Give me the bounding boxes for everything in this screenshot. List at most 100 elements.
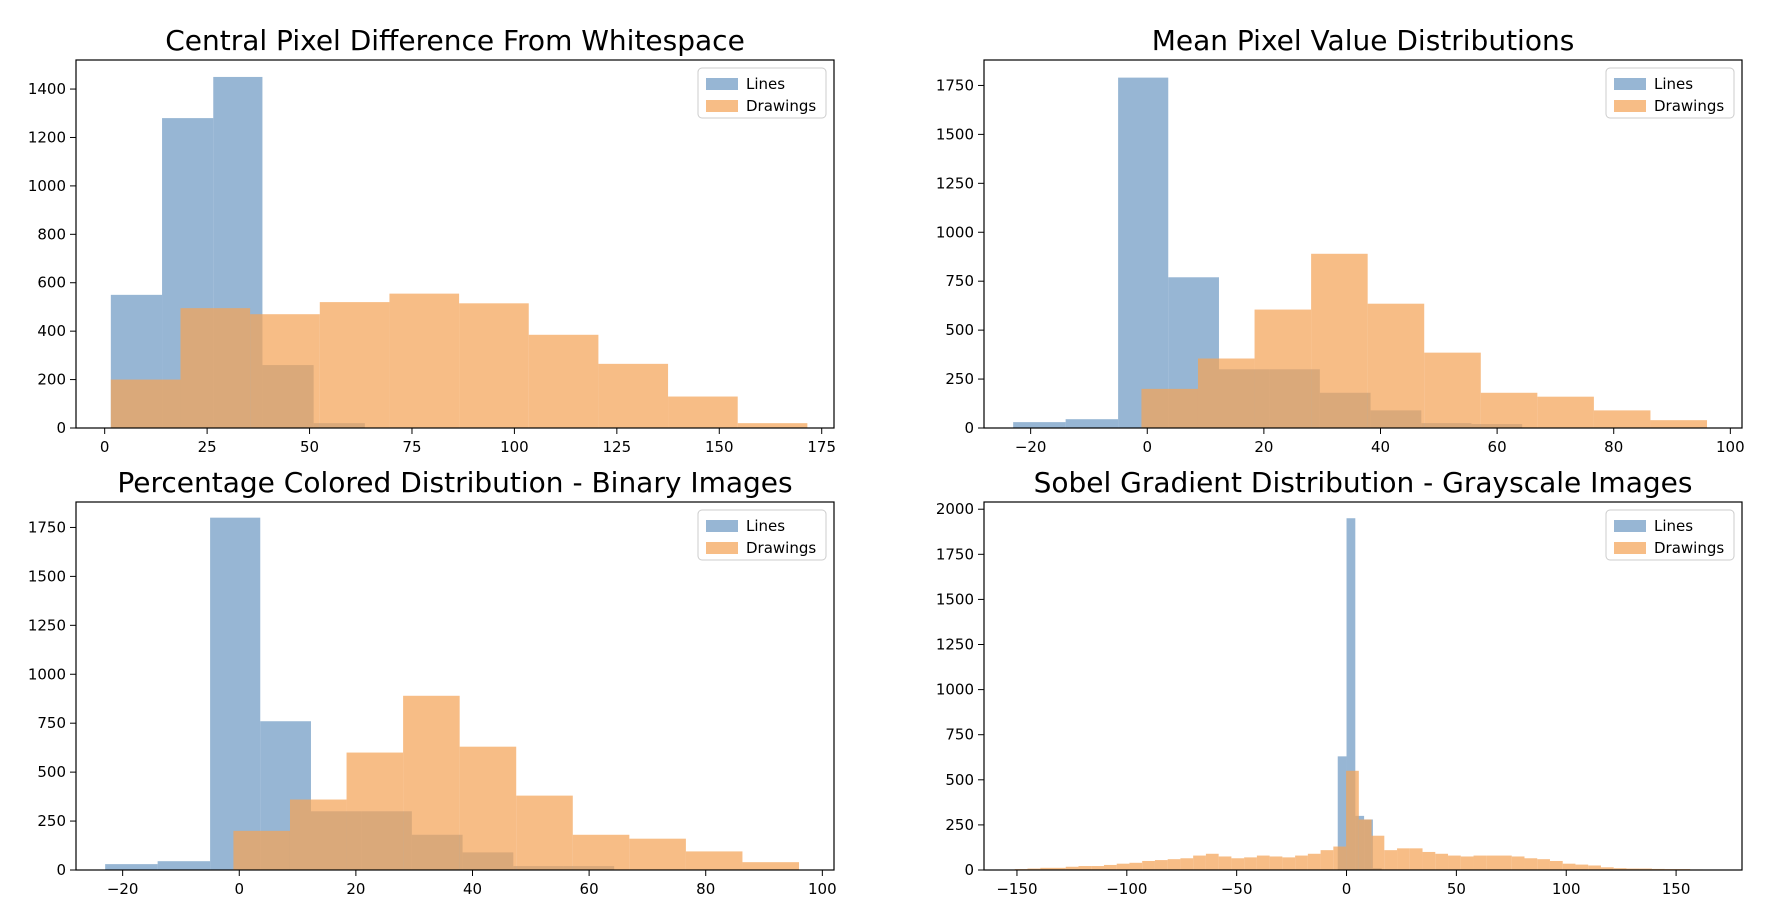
bar-drawings	[1282, 857, 1296, 870]
y-tick-label: 500	[37, 763, 66, 781]
y-tick-label: 800	[37, 225, 66, 243]
legend-label-drawings: Drawings	[1654, 539, 1724, 557]
series-drawings	[233, 695, 800, 870]
x-tick-label: 100	[1552, 880, 1581, 898]
y-tick-label: 1000	[936, 681, 974, 699]
bar-lines	[1013, 422, 1066, 428]
bar-drawings	[1193, 855, 1206, 870]
y-tick-label: 1250	[28, 616, 66, 634]
bar-drawings	[1384, 850, 1398, 870]
bar-drawings	[180, 308, 251, 428]
series-lines	[1337, 518, 1382, 870]
x-tick-label: 80	[696, 880, 715, 898]
y-tick-label: 1250	[936, 174, 974, 192]
bar-drawings	[1244, 857, 1257, 870]
legend-swatch-lines	[706, 520, 738, 532]
y-tick-label: 0	[964, 419, 974, 437]
bar-drawings	[1424, 352, 1481, 428]
legend-label-lines: Lines	[1654, 517, 1693, 535]
bar-drawings	[737, 423, 808, 428]
bar-drawings	[685, 851, 743, 870]
bar-lines	[1346, 518, 1356, 870]
x-tick-label: 100	[500, 438, 529, 456]
bar-drawings	[1027, 868, 1041, 870]
y-tick-label: 0	[56, 419, 66, 437]
bar-drawings	[459, 746, 517, 870]
bar-drawings	[1435, 853, 1449, 870]
bar-drawings	[1307, 853, 1321, 870]
bar-drawings	[1371, 835, 1385, 870]
legend: Lines Drawings	[1605, 67, 1735, 119]
chart-title: Percentage Colored Distribution - Binary…	[117, 466, 792, 499]
bar-lines	[1065, 419, 1119, 428]
bar-drawings	[1549, 860, 1563, 870]
legend-swatch-lines	[1614, 520, 1646, 532]
bar-drawings	[1575, 864, 1589, 870]
series-drawings	[1014, 770, 1703, 870]
bar-drawings	[1422, 851, 1436, 870]
axes-frame	[75, 59, 835, 429]
y-tick-label: 1500	[28, 567, 66, 585]
bar-drawings	[1480, 392, 1538, 428]
legend-swatch-lines	[706, 78, 738, 90]
x-tick-label: 40	[463, 880, 482, 898]
bar-drawings	[1473, 855, 1487, 870]
axes-frame	[75, 501, 835, 871]
bar-drawings	[1197, 358, 1255, 428]
bar-drawings	[742, 862, 800, 870]
bar-drawings	[629, 838, 686, 870]
x-tick-label: 25	[198, 438, 217, 456]
bar-drawings	[1524, 858, 1538, 870]
bar-drawings	[1448, 855, 1461, 870]
x-tick-label: 80	[1604, 438, 1623, 456]
bar-drawings	[1562, 863, 1576, 870]
y-tick-label: 1400	[28, 80, 66, 98]
bar-drawings	[1040, 867, 1053, 870]
legend-swatch-drawings	[706, 542, 738, 554]
bar-drawings	[1600, 867, 1614, 870]
y-tick-label: 400	[37, 322, 66, 340]
x-tick-label: 50	[1447, 880, 1466, 898]
chart-panel-3: Percentage Colored Distribution - Binary…	[28, 466, 837, 898]
legend-swatch-drawings	[1614, 100, 1646, 112]
bar-drawings	[1091, 866, 1104, 870]
x-tick-label: 50	[300, 438, 319, 456]
x-tick-label: 20	[346, 880, 365, 898]
legend-label-drawings: Drawings	[746, 539, 816, 557]
y-tick-label: 0	[56, 861, 66, 879]
y-tick-label: 200	[37, 371, 66, 389]
x-tick-label: 20	[1254, 438, 1273, 456]
bar-drawings	[1537, 859, 1550, 870]
y-tick-label: 500	[945, 321, 974, 339]
bar-drawings	[1499, 855, 1512, 870]
chart-panel-1: Central Pixel Difference From Whitespace…	[28, 24, 836, 456]
legend-label-lines: Lines	[746, 75, 785, 93]
legend: Lines Drawings	[1605, 509, 1735, 561]
x-tick-label: −100	[1106, 880, 1147, 898]
bar-drawings	[528, 334, 599, 428]
legend: Lines Drawings	[697, 67, 827, 119]
bar-drawings	[598, 363, 669, 428]
axes-frame	[983, 501, 1743, 871]
y-tick-label: 250	[945, 816, 974, 834]
bar-drawings	[1613, 868, 1627, 870]
y-tick-label: 250	[37, 812, 66, 830]
bar-drawings	[1231, 858, 1245, 870]
legend: Lines Drawings	[697, 509, 827, 561]
x-tick-label: 40	[1371, 438, 1390, 456]
bar-drawings	[1397, 848, 1410, 870]
x-tick-label: 75	[402, 438, 421, 456]
legend-swatch-drawings	[1614, 542, 1646, 554]
bar-drawings	[1346, 770, 1359, 870]
axes-frame	[983, 59, 1743, 429]
chart-panel-4: Sobel Gradient Distribution - Grayscale …	[936, 466, 1743, 898]
x-tick-label: 150	[1662, 880, 1691, 898]
bar-drawings	[389, 293, 460, 428]
bar-drawings	[1103, 864, 1117, 870]
bar-drawings	[1167, 859, 1181, 870]
bar-drawings	[1052, 867, 1066, 870]
bar-drawings	[516, 795, 573, 870]
legend-label-drawings: Drawings	[746, 97, 816, 115]
x-tick-label: 0	[1342, 880, 1352, 898]
